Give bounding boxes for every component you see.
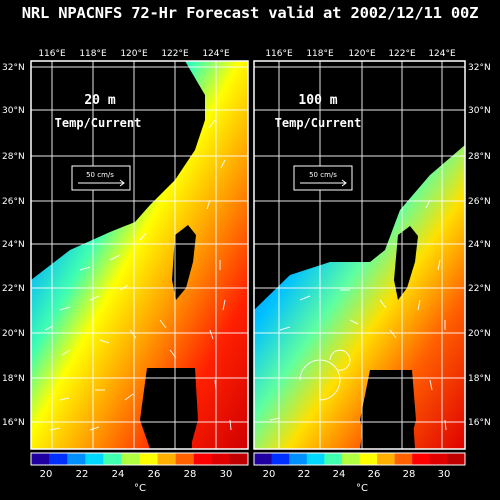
vector-scale-label-right: 50 cm/s xyxy=(309,171,337,179)
y-tick-labels-left: 32°N 30°N 28°N 26°N 24°N 22°N 20°N 18°N … xyxy=(2,63,25,428)
y-tick-left-0: 32°N xyxy=(2,63,25,73)
cb-left-tick-4: 28 xyxy=(184,469,197,480)
x-tick-left-0: 116°E xyxy=(38,49,66,59)
colorbar-cell xyxy=(254,453,273,465)
x-tick-right-0: 116°E xyxy=(265,49,293,59)
x-tick-right-3: 122°E xyxy=(388,49,416,59)
depth-label-right: 100 m xyxy=(298,93,337,108)
luzon-land-right xyxy=(360,370,416,449)
colorbar-cell xyxy=(377,453,396,465)
vector-scale-label-left: 50 cm/s xyxy=(86,171,114,179)
cb-left-tick-1: 22 xyxy=(76,469,89,480)
y-tick-left-2: 28°N xyxy=(2,152,25,162)
cb-right-tick-0: 20 xyxy=(263,469,276,480)
variable-label-left: Temp/Current xyxy=(55,116,142,130)
x-tick-left-2: 120°E xyxy=(120,49,148,59)
x-tick-labels-right: 116°E 118°E 120°E 122°E 124°E xyxy=(265,49,456,59)
ocean-temperature-field-20m xyxy=(31,61,248,449)
vector-scale-box-left xyxy=(71,165,131,191)
colorbar-cell xyxy=(306,453,325,465)
colorbar-cell xyxy=(139,453,159,465)
colorbar-cell xyxy=(49,453,68,465)
y-tick-left-6: 20°N xyxy=(2,329,25,339)
y-tick-right-3: 26°N xyxy=(468,197,491,207)
colorbar-cell xyxy=(211,453,231,465)
colorbar-cell xyxy=(324,453,343,465)
y-tick-right-5: 22°N xyxy=(468,284,491,294)
colorbar-cell xyxy=(359,453,378,465)
colorbar-cell xyxy=(193,453,213,465)
y-tick-right-7: 18°N xyxy=(468,374,491,384)
x-tick-left-1: 118°E xyxy=(79,49,107,59)
x-tick-left-3: 122°E xyxy=(161,49,189,59)
cb-right-unit: °C xyxy=(356,483,368,494)
colorbar-cell xyxy=(447,453,466,465)
y-tick-right-1: 30°N xyxy=(468,106,491,116)
colorbar-left: 20 22 24 26 28 30 °C xyxy=(30,452,249,494)
luzon-land xyxy=(140,368,198,449)
y-tick-labels-right: 32°N 30°N 28°N 26°N 24°N 22°N 20°N 18°N … xyxy=(468,63,491,428)
cb-left-tick-0: 20 xyxy=(40,469,53,480)
colorbar-cell xyxy=(121,453,140,465)
y-tick-left-7: 18°N xyxy=(2,374,25,384)
cb-left-tick-2: 24 xyxy=(112,469,125,480)
colorbar-cell xyxy=(85,453,104,465)
cb-right-tick-2: 24 xyxy=(333,469,346,480)
depth-label-left: 20 m xyxy=(84,93,115,108)
colorbar-cell xyxy=(394,453,413,465)
colorbar-cell xyxy=(175,453,195,465)
colorbar-cell xyxy=(229,453,249,465)
current-vectors-100m xyxy=(269,199,447,431)
x-tick-labels-left: 116°E 118°E 120°E 122°E 124°E xyxy=(38,49,230,59)
panel-20m: 20 m Temp/Current 50 cm/s xyxy=(30,60,249,450)
cb-right-tick-3: 26 xyxy=(368,469,381,480)
panel-100m: 100 m Temp/Current 50 cm/s xyxy=(253,60,466,450)
colorbar-cell xyxy=(31,453,50,465)
y-tick-left-3: 26°N xyxy=(2,197,25,207)
y-tick-right-8: 16°N xyxy=(468,418,491,428)
cb-left-tick-3: 26 xyxy=(148,469,161,480)
ocean-temperature-field-100m xyxy=(254,145,465,449)
y-tick-right-6: 20°N xyxy=(468,329,491,339)
y-tick-right-2: 28°N xyxy=(468,152,491,162)
x-tick-right-1: 118°E xyxy=(306,49,334,59)
x-tick-right-2: 120°E xyxy=(348,49,376,59)
cb-left-unit: °C xyxy=(134,483,146,494)
cb-left-tick-5: 30 xyxy=(220,469,233,480)
cb-right-tick-5: 30 xyxy=(438,469,451,480)
variable-label-right: Temp/Current xyxy=(275,116,362,130)
colorbar-cell xyxy=(271,453,290,465)
colorbar-cell xyxy=(67,453,86,465)
grid-lines-left xyxy=(31,61,248,449)
cb-right-tick-4: 28 xyxy=(403,469,416,480)
colorbar-cell xyxy=(412,453,431,465)
colorbar-right: 20 22 24 26 28 30 °C xyxy=(253,452,466,494)
colorbar-cell xyxy=(341,453,360,465)
x-tick-left-4: 124°E xyxy=(202,49,230,59)
y-tick-left-4: 24°N xyxy=(2,240,25,250)
cb-right-tick-1: 22 xyxy=(298,469,311,480)
grid-lines-right xyxy=(254,61,465,449)
colorbar-cell xyxy=(157,453,177,465)
colorbar-cell xyxy=(289,453,308,465)
x-tick-right-4: 124°E xyxy=(428,49,456,59)
y-tick-right-4: 24°N xyxy=(468,240,491,250)
y-tick-left-8: 16°N xyxy=(2,418,25,428)
y-tick-right-0: 32°N xyxy=(468,63,491,73)
colorbar-cell xyxy=(103,453,122,465)
y-tick-left-5: 22°N xyxy=(2,284,25,294)
y-tick-left-1: 30°N xyxy=(2,106,25,116)
map-title: NRL NPACNFS 72-Hr Forecast valid at 2002… xyxy=(21,4,479,22)
colorbar-cell xyxy=(429,453,448,465)
